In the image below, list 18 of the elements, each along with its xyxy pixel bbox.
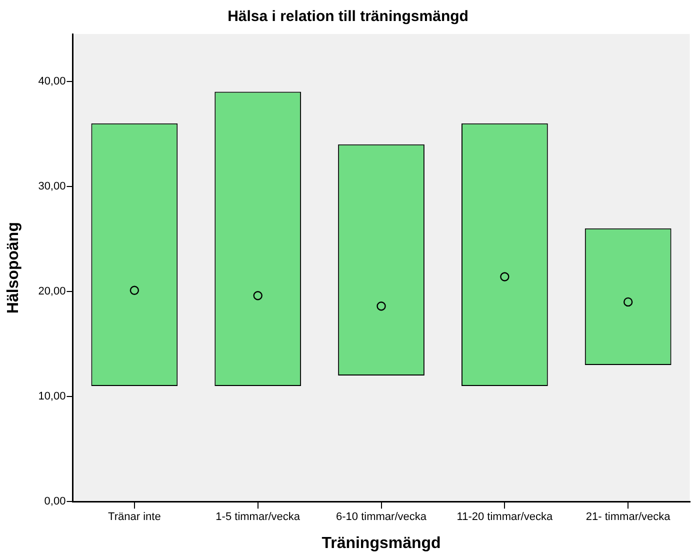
- x-tick-label: 21- timmar/vecka: [586, 511, 672, 524]
- y-tick-label: 10,00: [38, 390, 66, 403]
- point: [500, 272, 510, 282]
- point: [623, 297, 633, 307]
- chart-title: Hälsa i relation till träningsmängd: [228, 8, 468, 26]
- point: [376, 302, 386, 311]
- y-tick-label: 0,00: [44, 496, 66, 508]
- x-axis-title: Träningsmängd: [322, 534, 441, 552]
- point: [130, 286, 140, 295]
- point: [253, 291, 262, 300]
- y-tick-label: 30,00: [38, 180, 66, 192]
- x-tick-label: Tränar inte: [108, 511, 161, 524]
- x-tick-label: 1-5 timmar/vecka: [216, 511, 301, 524]
- y-tick-label: 20,00: [38, 285, 66, 298]
- x-tick-label: 11-20 timmar/vecka: [456, 511, 554, 524]
- y-axis-title: Hälsopoäng: [5, 222, 22, 314]
- x-tick-label: 6-10 timmar/vecka: [336, 511, 428, 524]
- y-tick-label: 40,00: [38, 75, 66, 88]
